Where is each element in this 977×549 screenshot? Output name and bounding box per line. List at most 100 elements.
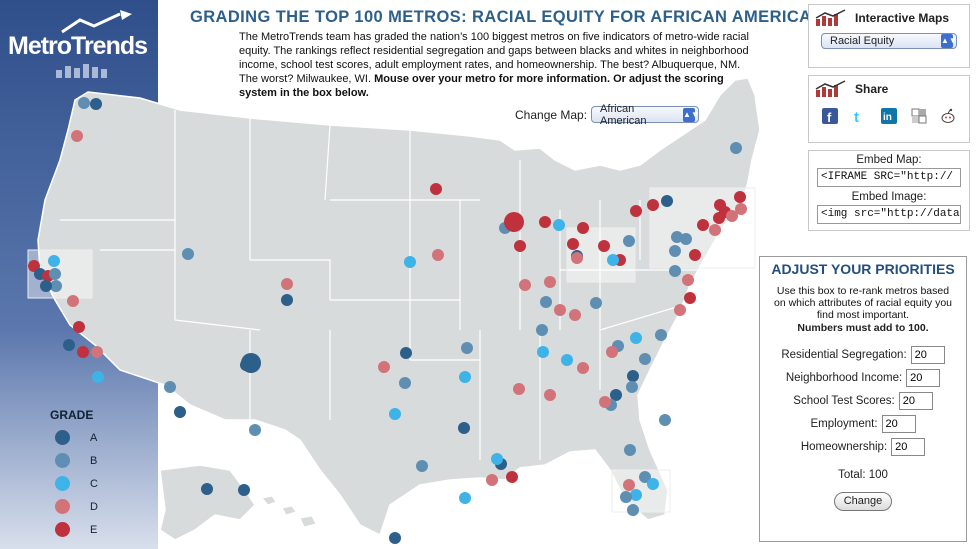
metro-dot[interactable] bbox=[669, 245, 681, 257]
metro-dot[interactable] bbox=[630, 489, 642, 501]
metro-dot[interactable] bbox=[539, 216, 551, 228]
metro-dot[interactable] bbox=[627, 504, 639, 516]
metro-dot[interactable] bbox=[544, 276, 556, 288]
metro-dot[interactable] bbox=[730, 142, 742, 154]
metro-dot[interactable] bbox=[540, 296, 552, 308]
metro-dot[interactable] bbox=[48, 255, 60, 267]
metro-dot[interactable] bbox=[569, 309, 581, 321]
metro-dot[interactable] bbox=[639, 471, 651, 483]
metro-dot[interactable] bbox=[92, 371, 104, 383]
metro-dot[interactable] bbox=[519, 279, 531, 291]
metro-dot[interactable] bbox=[73, 321, 85, 333]
metro-dot[interactable] bbox=[458, 422, 470, 434]
metro-dot[interactable] bbox=[378, 361, 390, 373]
metro-dot[interactable] bbox=[577, 362, 589, 374]
metro-dot[interactable] bbox=[630, 332, 642, 344]
metro-dot[interactable] bbox=[281, 278, 293, 290]
metro-dot[interactable] bbox=[491, 453, 503, 465]
metro-dot[interactable] bbox=[607, 254, 619, 266]
metro-dot[interactable] bbox=[182, 248, 194, 260]
employment-input[interactable] bbox=[881, 415, 916, 433]
metro-dot[interactable] bbox=[536, 324, 548, 336]
metro-dot[interactable] bbox=[561, 354, 573, 366]
metro-dot[interactable] bbox=[506, 471, 518, 483]
metro-dot[interactable] bbox=[684, 292, 696, 304]
metro-dot[interactable] bbox=[599, 396, 611, 408]
metro-dot[interactable] bbox=[49, 268, 61, 280]
metro-dot[interactable] bbox=[432, 249, 444, 261]
metro-dot[interactable] bbox=[680, 233, 692, 245]
metro-dot[interactable] bbox=[504, 212, 524, 232]
metro-dot[interactable] bbox=[459, 371, 471, 383]
facebook-icon[interactable]: f bbox=[821, 108, 838, 124]
metro-dot[interactable] bbox=[90, 98, 102, 110]
metro-dot[interactable] bbox=[674, 304, 686, 316]
metro-dot[interactable] bbox=[735, 203, 747, 215]
metro-dot[interactable] bbox=[544, 389, 556, 401]
metro-dot[interactable] bbox=[241, 353, 261, 373]
metro-dot[interactable] bbox=[553, 219, 565, 231]
metro-dot[interactable] bbox=[598, 240, 610, 252]
metro-dot[interactable] bbox=[669, 265, 681, 277]
metro-dot[interactable] bbox=[639, 353, 651, 365]
delicious-icon[interactable] bbox=[911, 108, 927, 124]
metro-dot[interactable] bbox=[514, 240, 526, 252]
metro-dot[interactable] bbox=[689, 249, 701, 261]
metro-dot[interactable] bbox=[567, 238, 579, 250]
metro-dot[interactable] bbox=[697, 219, 709, 231]
metro-dot[interactable] bbox=[77, 346, 89, 358]
metro-dot[interactable] bbox=[50, 280, 62, 292]
metro-dot[interactable] bbox=[655, 329, 667, 341]
metro-dot[interactable] bbox=[281, 294, 293, 306]
metro-dot[interactable] bbox=[164, 381, 176, 393]
linkedin-icon[interactable]: in bbox=[880, 108, 897, 124]
metro-dot[interactable] bbox=[389, 408, 401, 420]
metro-dot[interactable] bbox=[554, 304, 566, 316]
metro-dot[interactable] bbox=[606, 346, 618, 358]
test-scores-input[interactable] bbox=[898, 392, 933, 410]
metro-dots[interactable] bbox=[28, 97, 747, 544]
income-input[interactable] bbox=[906, 369, 941, 387]
embed-image-field[interactable]: <img src="http://datat bbox=[817, 205, 961, 224]
metro-dot[interactable] bbox=[571, 252, 583, 264]
metro-dot[interactable] bbox=[71, 130, 83, 142]
metro-dot[interactable] bbox=[400, 347, 412, 359]
metro-dot[interactable] bbox=[249, 424, 261, 436]
metro-dot[interactable] bbox=[430, 183, 442, 195]
metro-dot[interactable] bbox=[389, 532, 401, 544]
metro-dot[interactable] bbox=[416, 460, 428, 472]
metro-dot[interactable] bbox=[399, 377, 411, 389]
metro-dot[interactable] bbox=[610, 389, 622, 401]
metro-dot[interactable] bbox=[537, 346, 549, 358]
metro-dot[interactable] bbox=[461, 342, 473, 354]
metro-dot[interactable] bbox=[63, 339, 75, 351]
metro-dot[interactable] bbox=[661, 195, 673, 207]
homeownership-input[interactable] bbox=[891, 438, 926, 456]
metro-dot[interactable] bbox=[590, 297, 602, 309]
metro-dot[interactable] bbox=[734, 191, 746, 203]
interactive-maps-select[interactable]: Racial Equity ▲▼ bbox=[821, 33, 957, 49]
metro-dot[interactable] bbox=[726, 210, 738, 222]
reddit-icon[interactable] bbox=[940, 108, 956, 124]
twitter-icon[interactable]: t bbox=[851, 108, 867, 124]
metro-dot[interactable] bbox=[404, 256, 416, 268]
metro-dot[interactable] bbox=[238, 484, 250, 496]
embed-map-field[interactable]: <IFRAME SRC="http:// bbox=[817, 168, 961, 187]
metro-dot[interactable] bbox=[623, 479, 635, 491]
change-button[interactable]: Change bbox=[834, 492, 892, 511]
metrotrends-logo[interactable]: MetroTrends bbox=[8, 10, 153, 78]
metro-dot[interactable] bbox=[459, 492, 471, 504]
metro-dot[interactable] bbox=[647, 478, 659, 490]
metro-dot[interactable] bbox=[682, 274, 694, 286]
metro-dot[interactable] bbox=[620, 491, 632, 503]
metro-dot[interactable] bbox=[626, 381, 638, 393]
metro-dot[interactable] bbox=[486, 474, 498, 486]
metro-dot[interactable] bbox=[623, 235, 635, 247]
metro-dot[interactable] bbox=[78, 97, 90, 109]
metro-dot[interactable] bbox=[40, 280, 52, 292]
metro-dot[interactable] bbox=[577, 222, 589, 234]
change-map-select[interactable]: African American ▲▼ bbox=[591, 103, 700, 127]
metro-dot[interactable] bbox=[201, 483, 213, 495]
metro-dot[interactable] bbox=[627, 370, 639, 382]
metro-dot[interactable] bbox=[174, 406, 186, 418]
